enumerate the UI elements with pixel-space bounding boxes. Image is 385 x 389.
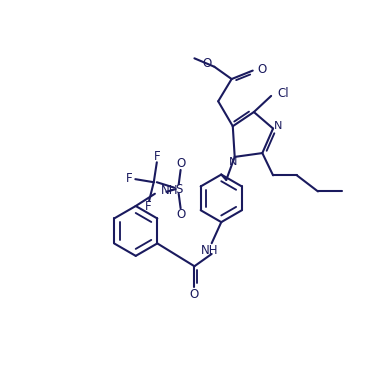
Text: O: O [190, 288, 199, 301]
Text: O: O [202, 57, 211, 70]
Text: F: F [154, 150, 161, 163]
Text: S: S [175, 182, 182, 196]
Text: NH: NH [201, 244, 219, 257]
Text: N: N [229, 157, 237, 167]
Text: O: O [177, 208, 186, 221]
Text: F: F [145, 200, 152, 213]
Text: N: N [274, 121, 283, 131]
Text: Cl: Cl [278, 87, 289, 100]
Text: O: O [177, 157, 186, 170]
Text: F: F [126, 172, 132, 185]
Text: NH: NH [161, 184, 178, 197]
Text: O: O [257, 63, 266, 75]
